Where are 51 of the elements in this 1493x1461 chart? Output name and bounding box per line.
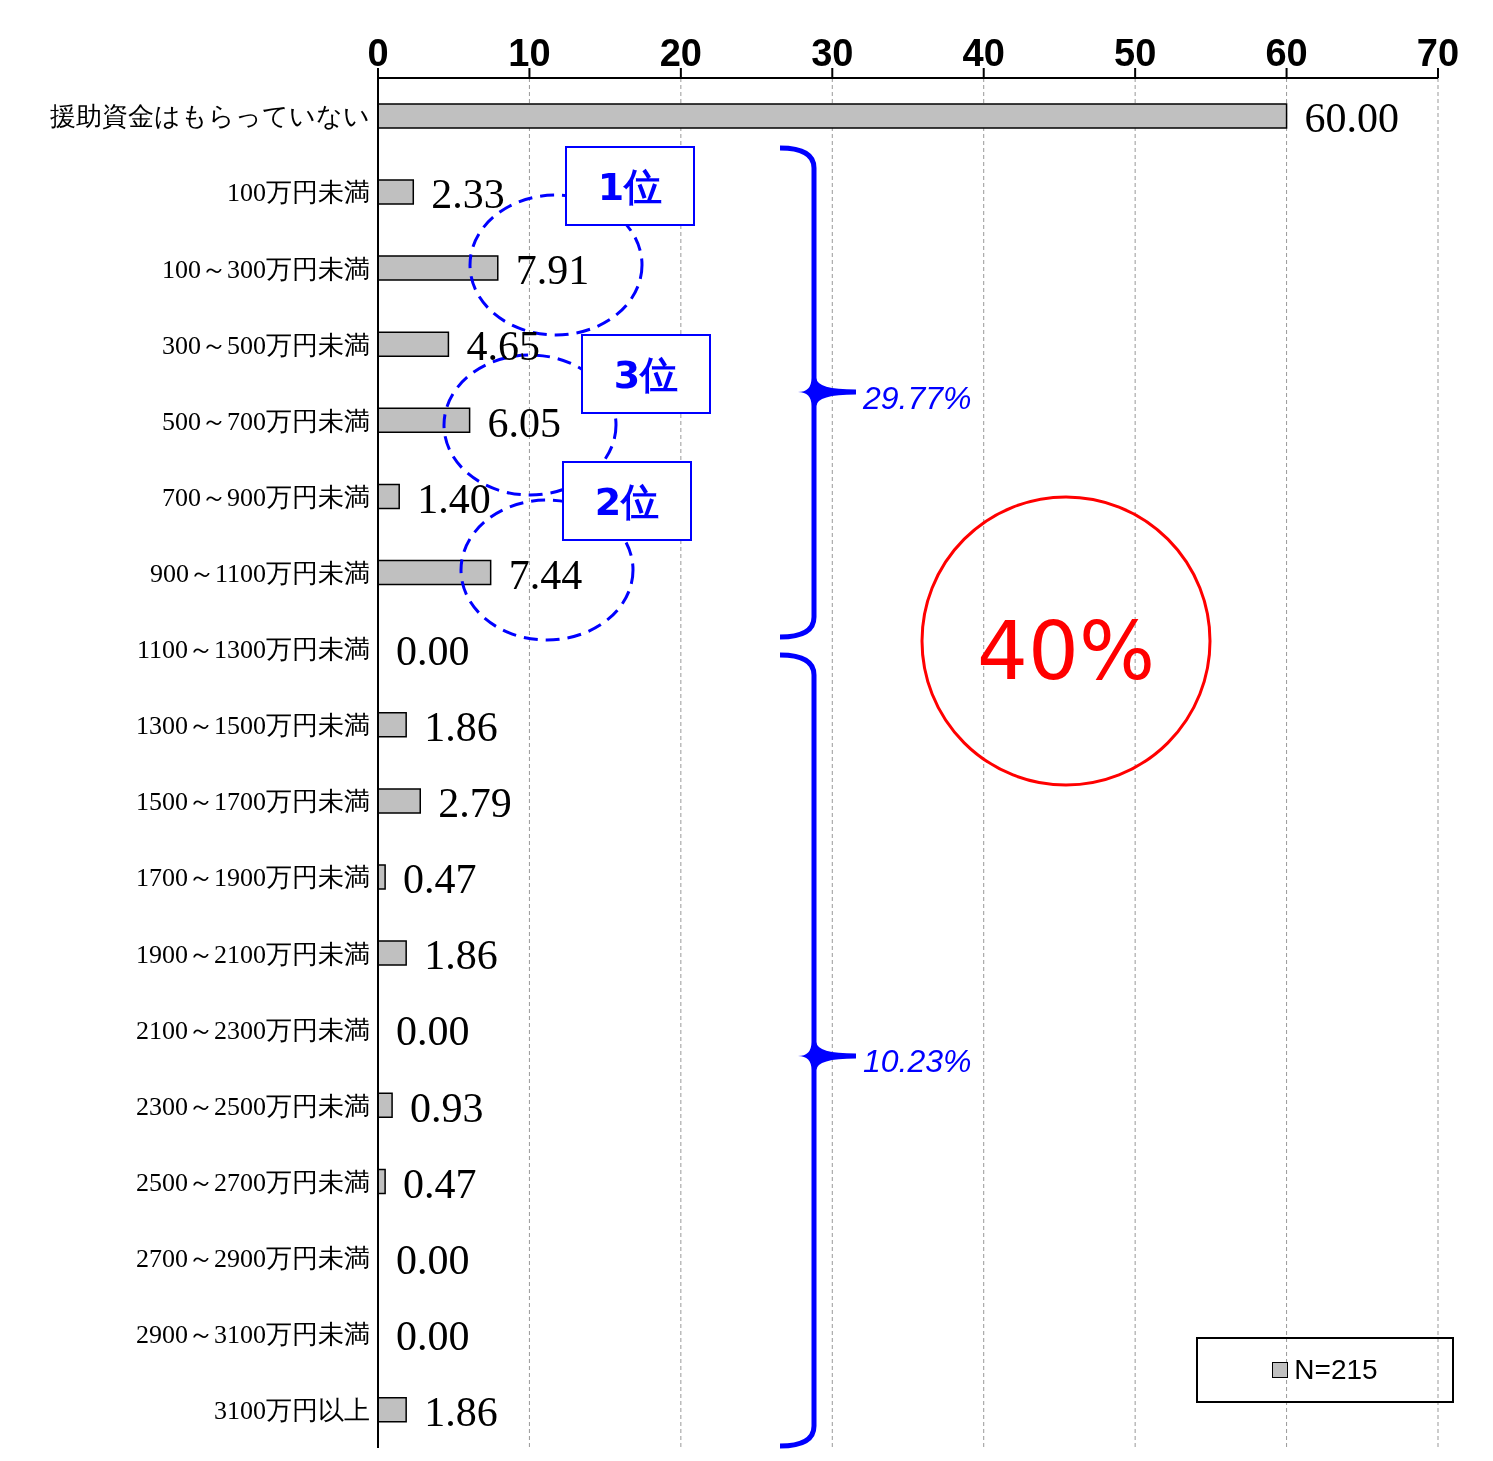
data-label: 0.00: [396, 1008, 470, 1055]
x-tick-label: 50: [1114, 32, 1157, 74]
y-tick-label: 2900～3100万円未満: [136, 1320, 370, 1350]
data-label: 1.86: [424, 703, 498, 750]
data-label: 0.47: [403, 1160, 477, 1207]
y-tick-label: 900～1100万円未満: [149, 558, 370, 588]
y-tick-label: 2300～2500万円未満: [136, 1091, 370, 1121]
data-label: 0.00: [396, 1312, 470, 1359]
y-tick-label: 2500～2700万円未満: [136, 1167, 370, 1197]
x-tick-label: 10: [508, 32, 551, 74]
y-tick-label: 1100～1300万円未満: [136, 635, 370, 665]
y-tick-label: 1900～2100万円未満: [136, 939, 370, 969]
x-tick-label: 40: [962, 32, 1005, 74]
annotation: 3位: [613, 353, 679, 397]
data-label: 0.93: [410, 1084, 484, 1131]
y-tick-label: 3100万円以上: [214, 1396, 370, 1426]
data-label: 6.05: [487, 399, 562, 446]
data-label: 0.47: [403, 856, 477, 903]
data-label: 2.33: [431, 171, 505, 218]
data-label: 0.00: [396, 627, 470, 674]
x-tick-label: 60: [1265, 32, 1308, 74]
y-tick-label: 1300～1500万円未満: [136, 711, 370, 741]
data-label: 1.86: [424, 932, 498, 979]
data-label: 7.91: [515, 247, 590, 294]
y-tick-label: 援助資金はもらっていない: [50, 102, 370, 132]
y-tick-label: 1500～1700万円未満: [136, 787, 370, 817]
y-tick-label: 500～700万円未満: [162, 406, 370, 436]
data-label: 60.00: [1304, 95, 1400, 142]
x-tick-label: 20: [659, 32, 702, 74]
y-tick-label: 300～500万円未満: [162, 330, 370, 360]
legend-label: N=215: [1293, 1354, 1378, 1386]
y-tick-label: 700～900万円未満: [162, 482, 370, 512]
y-tick-label: 1700～1900万円未満: [136, 863, 370, 893]
y-tick-label: 2100～2300万円未満: [136, 1015, 370, 1045]
y-tick-label: 100万円未満: [227, 178, 370, 208]
data-label: 1.86: [424, 1388, 498, 1435]
data-label: 7.44: [508, 551, 583, 598]
annotation: 10.23%: [863, 1043, 972, 1079]
x-tick-label: 0: [367, 32, 389, 74]
data-label: 2.79: [438, 780, 512, 827]
y-tick-label: 2700～2900万円未満: [136, 1243, 370, 1273]
annotation: 1位: [597, 165, 663, 209]
x-tick-label: 70: [1416, 32, 1460, 74]
data-label: 4.65: [466, 323, 540, 370]
x-tick-label: 30: [811, 32, 854, 74]
annotation: 29.77%: [862, 380, 972, 416]
annotation: 2位: [594, 480, 660, 524]
y-tick-label: 100～300万円未満: [162, 254, 370, 284]
data-label: 1.40: [417, 475, 491, 522]
data-label: 0.00: [396, 1236, 470, 1283]
annotation: 40%: [977, 604, 1155, 698]
